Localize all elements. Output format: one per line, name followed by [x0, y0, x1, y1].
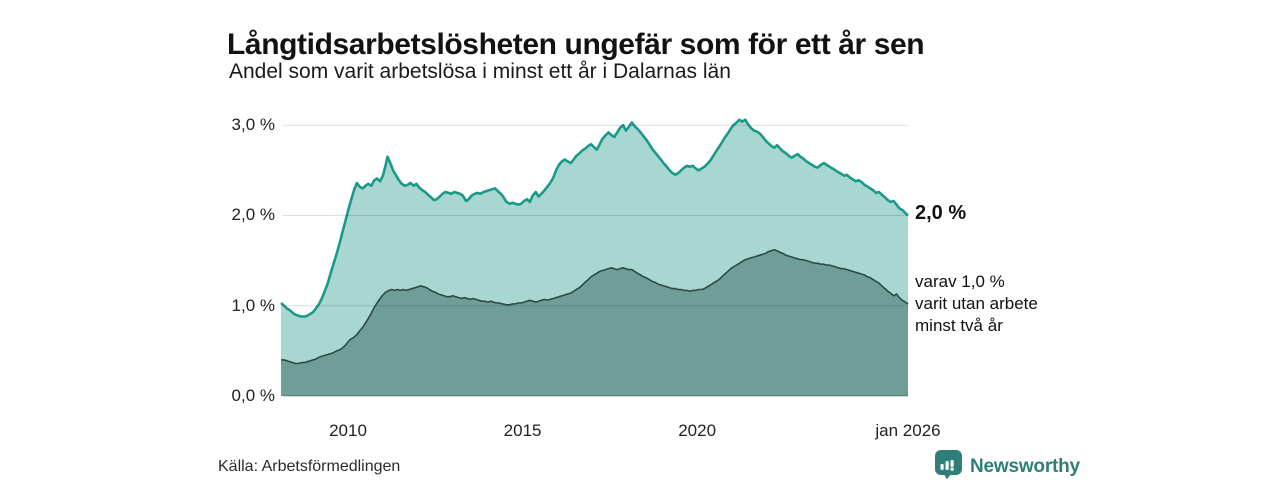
x-tick-label: jan 2026: [875, 421, 941, 440]
page-title: Långtidsarbetslösheten ungefär som för e…: [227, 28, 925, 62]
y-tick-label: 1,0 %: [231, 295, 275, 315]
series-subset-area: [281, 249, 908, 396]
x-tick-label: 2015: [503, 421, 542, 440]
x-tick-label: 2010: [329, 421, 367, 440]
end-value-subset-line-3: minst två år: [915, 315, 1003, 335]
y-tick-label: 0,0 %: [231, 386, 275, 405]
end-value-label-total: 2,0 %: [915, 202, 967, 225]
brand-logo: Newsworthy: [934, 449, 1080, 485]
newsworthy-icon: [934, 449, 963, 485]
series-subset-line: [281, 249, 909, 365]
brand-name: Newsworthy: [970, 456, 1080, 477]
series-total-line: [280, 118, 909, 318]
y-tick-label: 2,0 %: [231, 205, 275, 225]
end-value-subset-line-2: varit utan arbete: [915, 293, 1038, 313]
y-tick-label: 3,0 %: [231, 115, 275, 135]
end-value-subset-line-1: varav 1,0 %: [915, 271, 1005, 291]
end-value-label-subset: varav 1,0 % varit utan arbete minst två …: [915, 271, 1038, 337]
chart-subtitle: Andel som varit arbetslösa i minst ett å…: [229, 60, 731, 83]
source-attribution: Källa: Arbetsförmedlingen: [218, 458, 401, 475]
x-tick-label: 2020: [678, 421, 717, 440]
